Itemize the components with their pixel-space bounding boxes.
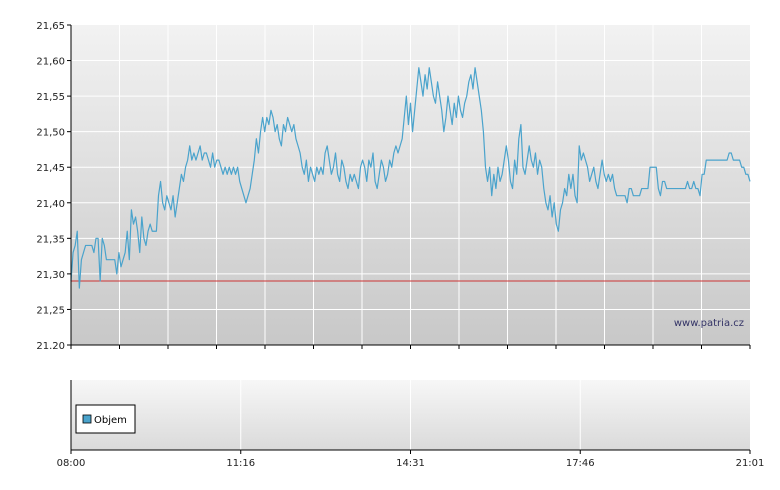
volume-x-ticks: 08:00 11:16 14:31 17:46 21:01	[57, 450, 765, 469]
volume-legend: Objem	[75, 404, 136, 434]
y-tick-label: 21,40	[36, 199, 65, 210]
y-tick-label: 21,60	[36, 57, 65, 68]
y-tick-label: 21,30	[36, 270, 65, 281]
x-tick-label: 14:31	[396, 458, 425, 469]
watermark: www.patria.cz	[674, 318, 744, 329]
y-tick-label: 21,45	[36, 163, 65, 174]
y-tick-label: 21,35	[36, 234, 65, 245]
y-tick-label: 21,50	[36, 128, 65, 139]
legend-swatch-objem	[82, 414, 92, 424]
y-tick-label: 21,65	[36, 21, 65, 32]
price-x-tick-marks	[70, 345, 751, 349]
price-y-ticks: 21,65 21,60 21,55 21,50 21,45 21,40 21,35 21,30…	[36, 21, 71, 352]
x-tick-label: 08:00	[57, 458, 86, 469]
legend-label-objem: Objem	[94, 415, 127, 426]
price-vertical-grid	[119, 25, 702, 345]
y-tick-label: 21,55	[36, 92, 65, 103]
x-tick-label: 11:16	[226, 458, 255, 469]
x-tick-label: 17:46	[566, 458, 595, 469]
y-tick-label: 21.20	[36, 341, 65, 352]
volume-vertical-grid	[240, 380, 581, 450]
x-tick-label: 21:01	[736, 458, 765, 469]
price-series-line	[70, 67, 751, 289]
y-tick-label: 21,25	[36, 305, 65, 316]
